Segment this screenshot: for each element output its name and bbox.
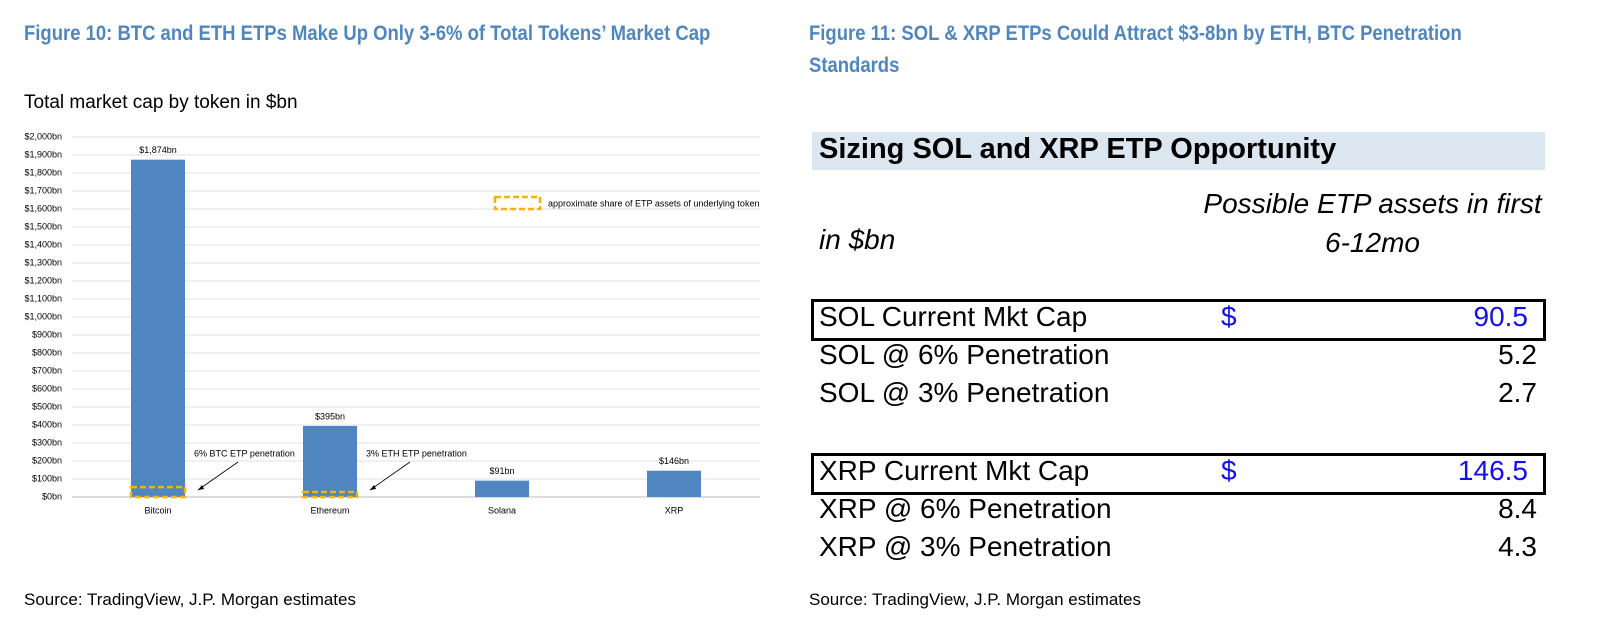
figure-title: Figure 11: SOL & XRP ETPs Could Attract … xyxy=(809,22,1462,77)
y-tick-label: $1,300bn xyxy=(24,257,62,267)
table-heading-bg xyxy=(812,132,1545,170)
chart: $0bn $100bn $200bn $300bn $400bn $500bn $600bn… xyxy=(24,131,760,515)
unit-label: in $bn xyxy=(819,224,896,255)
bar xyxy=(475,480,529,497)
arrow-head xyxy=(370,485,376,490)
row-value: 4.3 xyxy=(1498,531,1537,562)
row-box xyxy=(811,453,1546,495)
x-tick-label: Bitcoin xyxy=(144,505,171,515)
y-tick-label: $800bn xyxy=(32,347,62,357)
row-value: 146.5 xyxy=(1457,455,1528,486)
currency: $ xyxy=(1221,301,1237,332)
legend-swatch xyxy=(493,195,542,211)
y-tick-label: $1,000bn xyxy=(24,311,62,321)
row-label: XRP Current Mkt Cap xyxy=(819,455,1090,486)
y-tick-label: $200bn xyxy=(32,455,62,465)
annotation: 3% ETH ETP penetration xyxy=(366,448,467,458)
table-heading: Sizing SOL and XRP ETP Opportunity xyxy=(819,133,1337,165)
source: Source: TradingView, J.P. Morgan estimat… xyxy=(809,590,1141,609)
value-label: $1,874bn xyxy=(139,145,177,155)
y-tick-label: $900bn xyxy=(32,329,62,339)
etp-share-box xyxy=(301,490,359,499)
row-value: 8.4 xyxy=(1498,493,1537,524)
y-tick-label: $1,100bn xyxy=(24,293,62,303)
figure-title: Figure 10: BTC and ETH ETPs Make Up Only… xyxy=(24,22,711,45)
y-tick-label: $400bn xyxy=(32,419,62,429)
bar xyxy=(131,159,185,497)
currency: $ xyxy=(1221,455,1237,486)
row-value: 2.7 xyxy=(1498,377,1537,408)
y-tick-label: $500bn xyxy=(32,401,62,411)
row-label: SOL Current Mkt Cap xyxy=(819,301,1088,332)
value-label: $91bn xyxy=(489,466,514,476)
annotation-arrow xyxy=(197,461,239,491)
y-tick-label: $1,800bn xyxy=(24,167,62,177)
x-tick-label: Ethereum xyxy=(310,505,349,515)
x-tick-label: XRP xyxy=(665,505,684,515)
y-tick-label: $1,200bn xyxy=(24,275,62,285)
etp-share-box xyxy=(129,485,187,499)
row-value: 5.2 xyxy=(1498,339,1537,370)
bar xyxy=(303,425,357,497)
y-tick-label: $1,900bn xyxy=(24,149,62,159)
value-label: $395bn xyxy=(315,411,345,421)
y-tick-label: $300bn xyxy=(32,437,62,447)
source: Source: TradingView, J.P. Morgan estimat… xyxy=(24,590,356,609)
arrow-head xyxy=(198,485,204,490)
y-tick-label: $1,700bn xyxy=(24,185,62,195)
y-tick-label: $600bn xyxy=(32,383,62,393)
row-label: SOL @ 3% Penetration xyxy=(819,377,1110,408)
row-label: XRP @ 3% Penetration xyxy=(819,531,1112,562)
row-box xyxy=(811,299,1546,341)
y-tick-label: $1,400bn xyxy=(24,239,62,249)
value-label: $146bn xyxy=(659,456,689,466)
column-label: Possible ETP assets in first 6-12mo xyxy=(1203,188,1542,258)
y-tick-label: $2,000bn xyxy=(24,131,62,141)
legend-label: approximate share of ETP assets of under… xyxy=(548,198,759,208)
y-tick-label: $1,600bn xyxy=(24,203,62,213)
chart-subtitle: Total market cap by token in $bn xyxy=(24,92,298,113)
y-tick-label: $700bn xyxy=(32,365,62,375)
row-label: XRP @ 6% Penetration xyxy=(819,493,1112,524)
y-tick-label: $1,500bn xyxy=(24,221,62,231)
annotation: 6% BTC ETP penetration xyxy=(194,448,295,458)
annotation-arrow xyxy=(369,461,411,491)
bar xyxy=(647,470,701,497)
row-value: 90.5 xyxy=(1473,301,1529,332)
x-tick-label: Solana xyxy=(488,505,516,515)
y-tick-label: $100bn xyxy=(32,473,62,483)
row-label: SOL @ 6% Penetration xyxy=(819,339,1110,370)
y-tick-label: $0bn xyxy=(42,491,62,501)
